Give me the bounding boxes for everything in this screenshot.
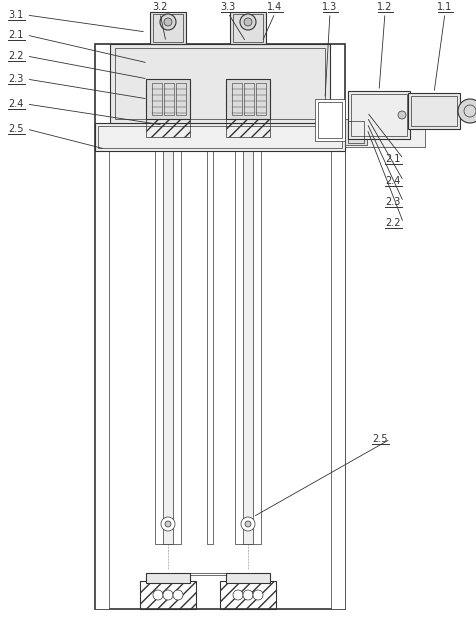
Bar [207,151,213,544]
Text: 3.1: 3.1 [8,10,23,20]
Bar [95,151,109,609]
Text: 2.2: 2.2 [385,218,400,228]
Bar [243,151,253,544]
Circle shape [161,517,175,531]
Bar [345,119,367,145]
Bar [162,16,174,44]
Bar [408,93,460,129]
Bar [176,83,186,115]
Bar [348,121,364,143]
Circle shape [173,590,183,600]
Bar [220,581,276,609]
Bar [115,48,325,119]
Bar [348,91,410,139]
Bar [140,581,196,609]
Text: 2.1: 2.1 [385,154,400,164]
Text: 1.1: 1.1 [437,2,453,12]
Bar [233,14,263,42]
Circle shape [458,99,476,123]
Bar [318,102,342,138]
Text: 3.3: 3.3 [220,2,236,12]
Circle shape [398,111,406,119]
Text: 2.2: 2.2 [8,51,23,61]
Circle shape [241,517,255,531]
Bar [226,573,270,583]
Bar [235,151,261,544]
Bar [150,12,186,44]
Bar [153,14,183,42]
Bar [411,96,457,126]
Text: 1.4: 1.4 [268,2,283,12]
Bar [242,16,254,44]
Text: 2.5: 2.5 [372,434,387,444]
Bar [110,44,330,123]
Circle shape [164,18,172,26]
Circle shape [153,590,163,600]
Bar [226,79,270,119]
Bar [98,126,342,148]
Circle shape [240,14,256,30]
Circle shape [245,521,251,527]
Text: 2.3: 2.3 [385,197,400,207]
Bar [146,573,190,583]
Text: 2.3: 2.3 [8,74,23,84]
Bar [345,129,425,147]
Bar [155,151,181,544]
Circle shape [244,18,252,26]
Bar [163,151,173,544]
Bar [152,83,162,115]
Text: 2.4: 2.4 [8,99,23,109]
Circle shape [233,590,243,600]
Bar [164,83,174,115]
Circle shape [243,590,253,600]
Bar [315,99,345,141]
Bar [351,94,407,136]
Bar [95,123,345,151]
Circle shape [163,590,173,600]
Bar [244,83,254,115]
Text: 2.4: 2.4 [385,176,400,186]
Circle shape [160,14,176,30]
Text: 1.3: 1.3 [322,2,337,12]
Text: 1.2: 1.2 [377,2,393,12]
Text: 2.1: 2.1 [8,30,23,40]
Bar [232,83,242,115]
Bar [146,119,190,137]
Bar [226,119,270,137]
Bar [331,151,345,609]
Bar [256,83,266,115]
Bar [146,79,190,119]
Bar [95,44,345,609]
Bar [230,12,266,44]
Text: 2.5: 2.5 [8,124,23,134]
Circle shape [253,590,263,600]
Circle shape [165,521,171,527]
Text: 3.2: 3.2 [152,2,168,12]
